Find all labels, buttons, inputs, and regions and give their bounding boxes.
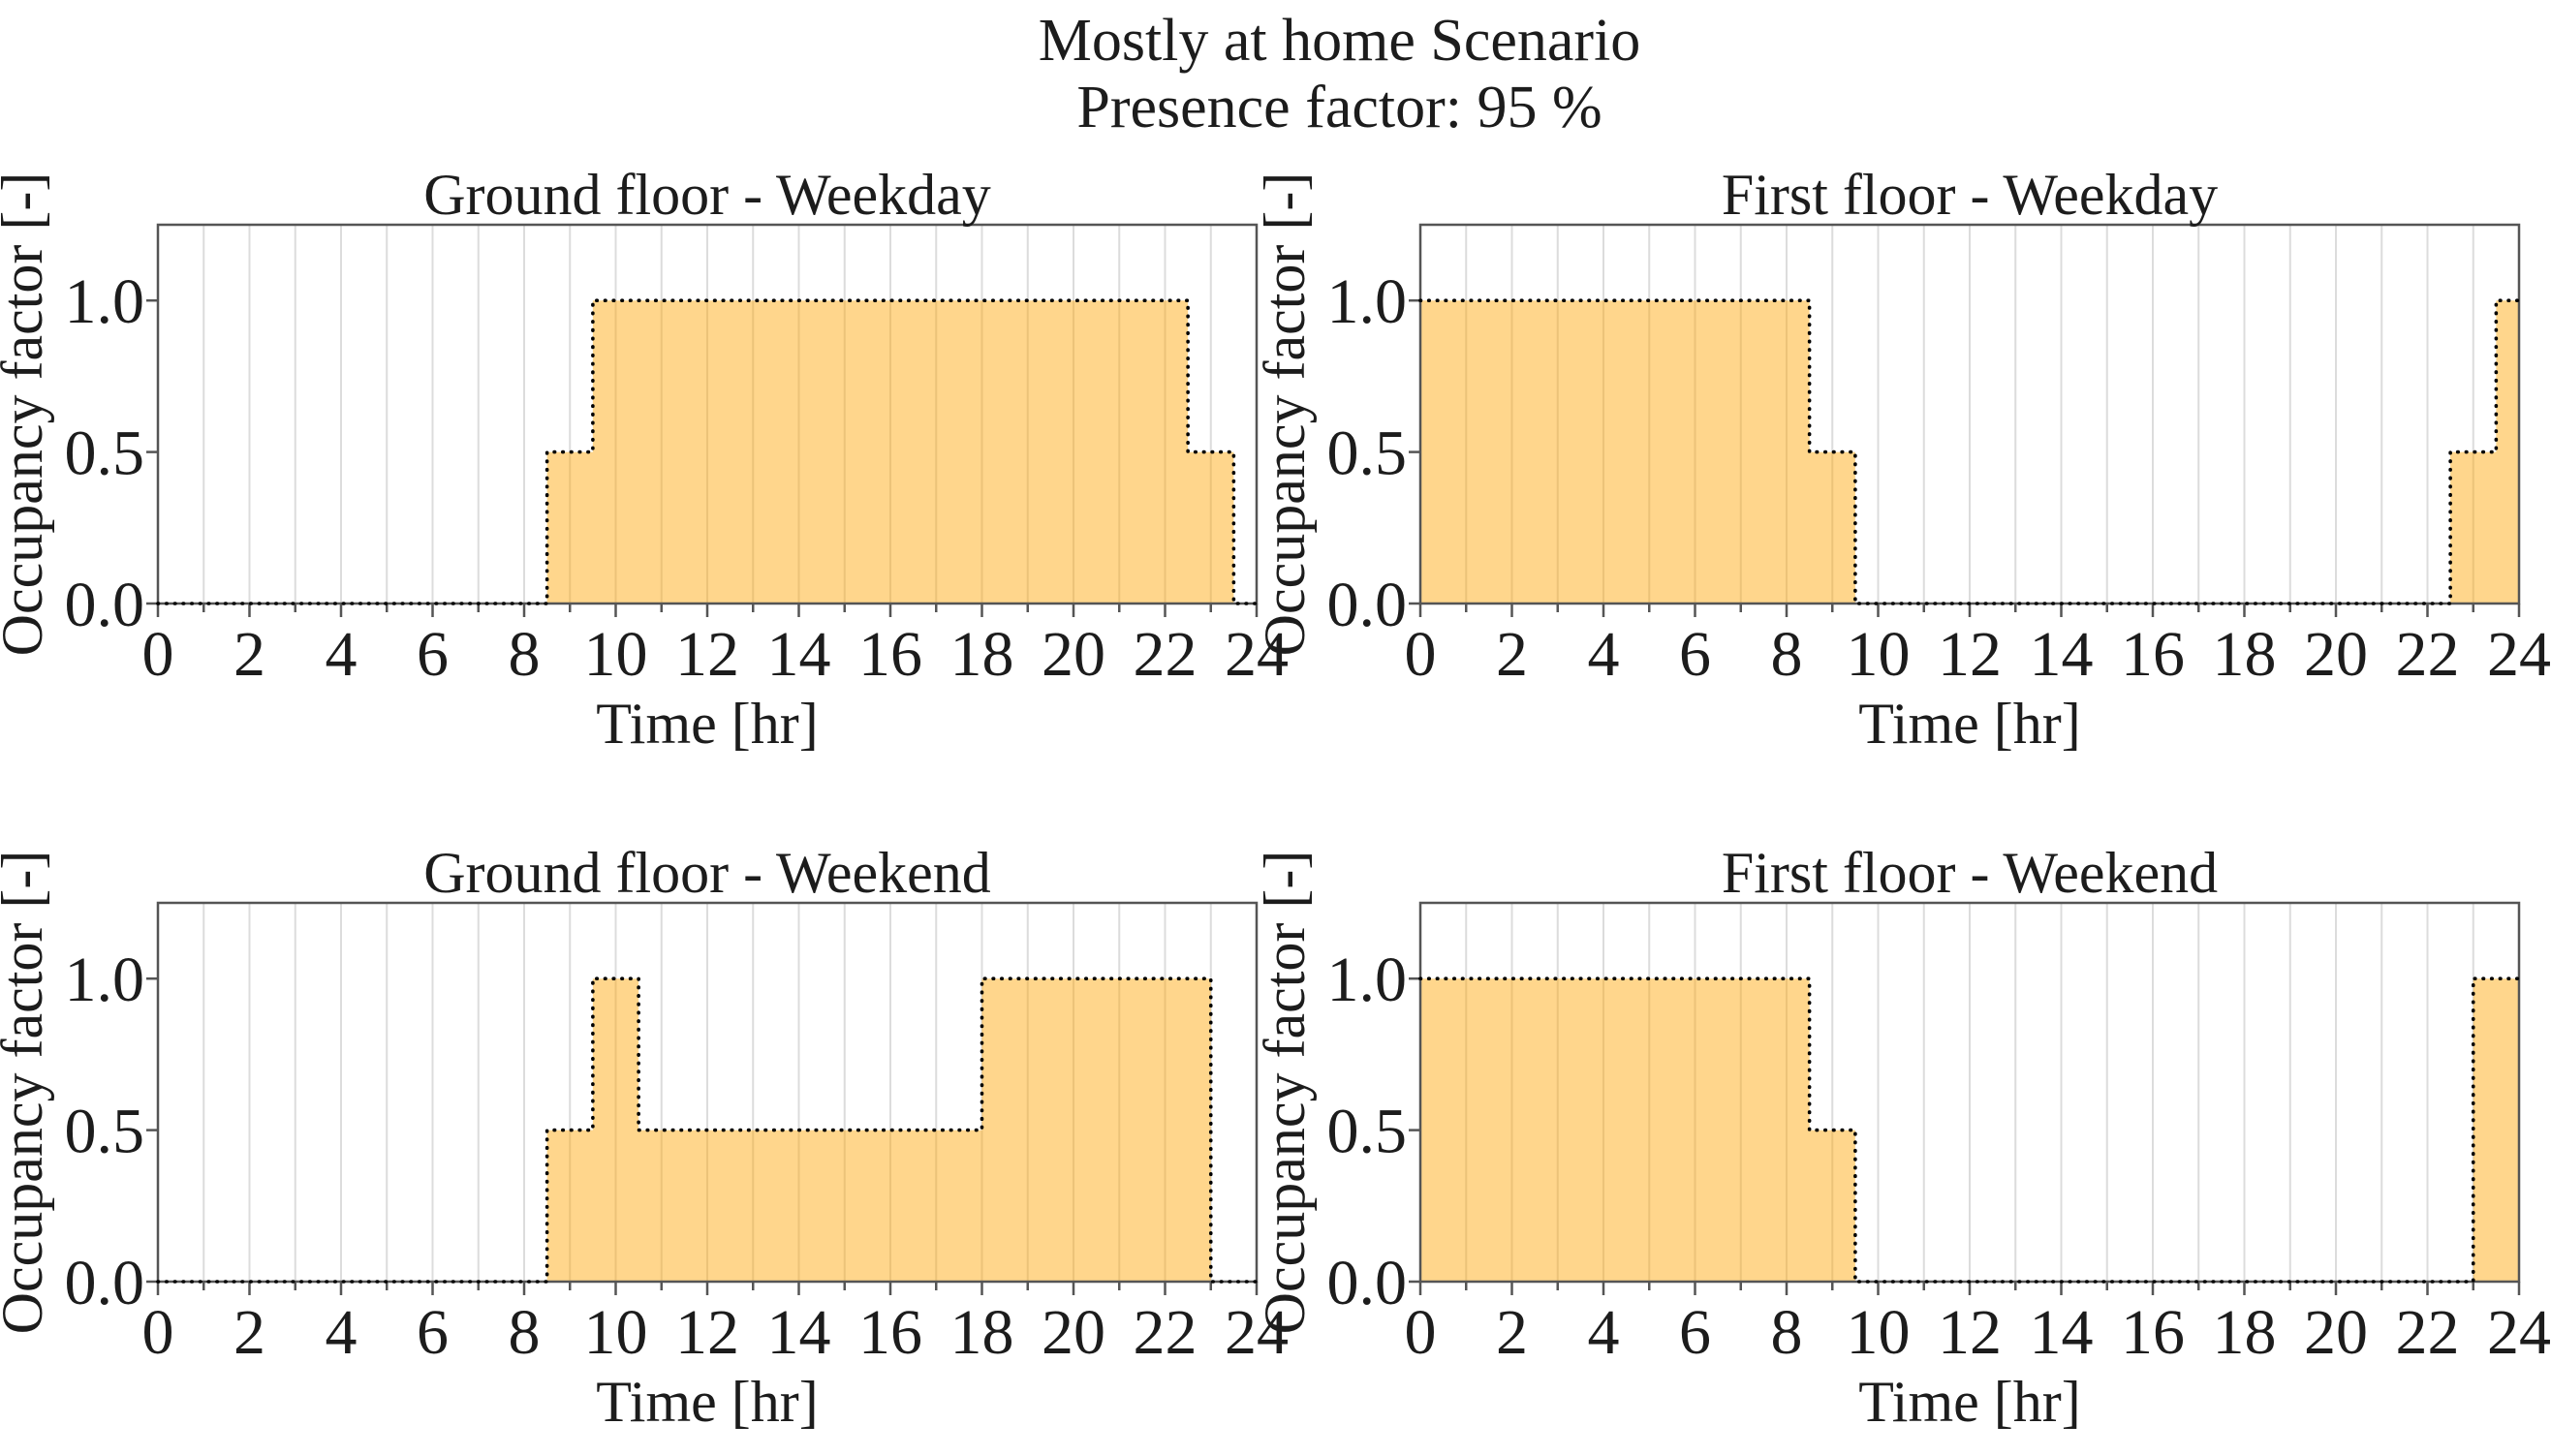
x-tick-label: 0	[1405, 619, 1437, 690]
x-tick-label: 8	[1771, 619, 1803, 690]
x-tick-label: 6	[417, 619, 449, 690]
occupancy-step-line	[156, 298, 1259, 605]
x-tick-label: 2	[1496, 1297, 1528, 1368]
x-tick-label: 18	[2213, 1297, 2277, 1368]
y-tick-label: 1.0	[1327, 945, 1408, 1015]
x-tick-label: 18	[2213, 619, 2277, 690]
y-tick-label: 0.0	[1327, 1248, 1408, 1318]
occupancy-area-fill	[158, 300, 1257, 604]
y-axis-label: Occupancy factor [-]	[0, 851, 54, 1335]
x-tick-label: 2	[1496, 619, 1528, 690]
x-tick-label: 18	[950, 1297, 1014, 1368]
x-tick-label: 0	[1405, 1297, 1437, 1368]
x-axis-label: Time [hr]	[1858, 692, 2080, 756]
y-tick-label: 0.0	[65, 1248, 145, 1318]
x-tick-label: 14	[767, 619, 831, 690]
x-tick-label: 20	[2304, 619, 2368, 690]
figure-title: Mostly at home Scenario	[1038, 8, 1641, 74]
x-tick-label: 6	[417, 1297, 449, 1368]
figure-suptitle: Mostly at home Scenario Presence factor:…	[64, 8, 2551, 141]
x-tick-label: 2	[233, 1297, 265, 1368]
x-tick-label: 22	[1134, 1297, 1198, 1368]
occupancy-step-line	[156, 976, 1259, 1284]
x-tick-label: 14	[2030, 619, 2094, 690]
x-tick-label: 22	[2396, 1297, 2460, 1368]
x-tick-label: 6	[1679, 1297, 1711, 1368]
x-tick-label: 10	[1847, 1297, 1911, 1368]
x-tick-label: 10	[1847, 619, 1911, 690]
x-tick-label: 12	[675, 1297, 739, 1368]
x-tick-label: 0	[142, 1297, 174, 1368]
subplot-title: First floor - Weekday	[1722, 163, 2218, 227]
subplot-title: Ground floor - Weekend	[423, 841, 991, 905]
x-tick-label: 20	[2304, 1297, 2368, 1368]
y-tick-label: 0.5	[1327, 418, 1408, 489]
occupancy-step-line	[1418, 976, 2521, 1284]
x-tick-label: 18	[950, 619, 1014, 690]
x-tick-label: 22	[1134, 619, 1198, 690]
x-tick-label: 8	[1771, 1297, 1803, 1368]
x-tick-label: 12	[1938, 1297, 2002, 1368]
y-tick-label: 0.5	[65, 418, 145, 489]
y-axis-label: Occupancy factor [-]	[1253, 172, 1317, 657]
x-axis-label: Time [hr]	[596, 1370, 818, 1434]
x-tick-label: 4	[1588, 1297, 1620, 1368]
x-tick-label: 6	[1679, 619, 1711, 690]
y-axis-label: Occupancy factor [-]	[1253, 851, 1317, 1335]
x-tick-label: 24	[1225, 1297, 1289, 1368]
x-tick-label: 12	[675, 619, 739, 690]
y-tick-label: 1.0	[1327, 266, 1408, 337]
y-tick-label: 1.0	[65, 266, 145, 337]
x-tick-label: 16	[2121, 619, 2185, 690]
y-tick-label: 1.0	[65, 945, 145, 1015]
x-tick-label: 22	[2396, 619, 2460, 690]
x-tick-label: 24	[2487, 619, 2551, 690]
y-tick-label: 0.5	[65, 1097, 145, 1167]
y-axis-label: Occupancy factor [-]	[0, 172, 54, 657]
y-tick-label: 0.0	[65, 570, 145, 640]
x-tick-label: 4	[1588, 619, 1620, 690]
x-tick-label: 16	[858, 1297, 922, 1368]
x-tick-label: 4	[326, 1297, 358, 1368]
subplot-title: First floor - Weekend	[1722, 841, 2218, 905]
subplot-title: Ground floor - Weekday	[423, 163, 991, 227]
x-tick-label: 2	[233, 619, 265, 690]
x-tick-label: 8	[509, 619, 541, 690]
x-tick-label: 12	[1938, 619, 2002, 690]
x-tick-label: 10	[584, 619, 648, 690]
x-tick-label: 10	[584, 1297, 648, 1368]
x-tick-label: 16	[2121, 1297, 2185, 1368]
x-tick-label: 14	[767, 1297, 831, 1368]
x-tick-label: 4	[326, 619, 358, 690]
occupancy-step-line	[1418, 298, 2521, 605]
x-tick-label: 20	[1042, 1297, 1105, 1368]
occupancy-area-fill	[1420, 978, 2519, 1282]
x-axis-label: Time [hr]	[596, 692, 818, 756]
x-tick-label: 8	[509, 1297, 541, 1368]
occupancy-area-fill	[1420, 300, 2519, 604]
x-tick-label: 0	[142, 619, 174, 690]
figure-subtitle-presence-factor: Presence factor: 95 %	[1076, 75, 1602, 140]
x-tick-label: 14	[2030, 1297, 2094, 1368]
x-tick-label: 24	[2487, 1297, 2551, 1368]
x-tick-label: 20	[1042, 619, 1105, 690]
x-axis-label: Time [hr]	[1858, 1370, 2080, 1434]
y-tick-label: 0.0	[1327, 570, 1408, 640]
x-tick-label: 24	[1225, 619, 1289, 690]
y-tick-label: 0.5	[1327, 1097, 1408, 1167]
x-tick-label: 16	[858, 619, 922, 690]
